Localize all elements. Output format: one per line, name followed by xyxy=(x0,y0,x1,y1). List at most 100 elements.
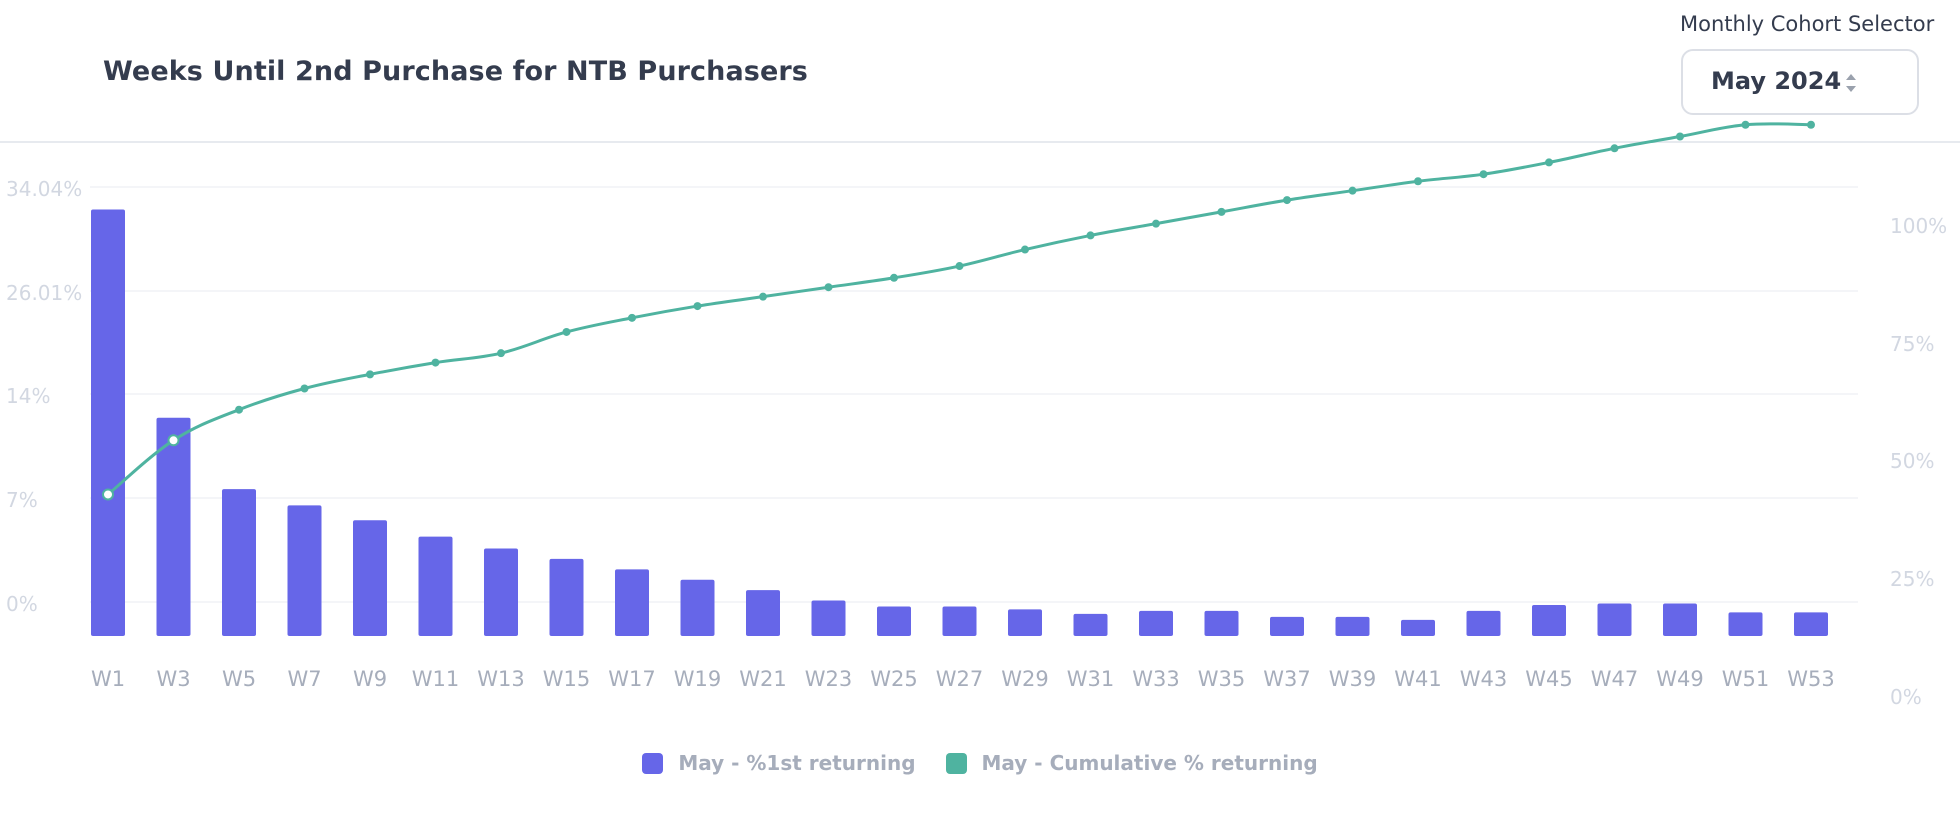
x-axis-tick: W37 xyxy=(1263,667,1311,691)
x-axis-tick: W31 xyxy=(1067,667,1115,691)
x-axis-tick: W1 xyxy=(91,667,125,691)
cumulative-line xyxy=(107,122,1812,496)
line-point xyxy=(366,370,374,379)
bar xyxy=(1008,609,1042,636)
chart-header: Weeks Until 2nd Purchase for NTB Purchas… xyxy=(0,0,1960,143)
x-axis-tick: W53 xyxy=(1787,667,1835,691)
bar xyxy=(91,209,125,636)
line-point xyxy=(693,302,702,311)
bar xyxy=(1401,619,1435,636)
line-point xyxy=(1152,219,1160,228)
bar xyxy=(1663,603,1697,636)
x-axis-tick: W5 xyxy=(222,667,256,691)
bar xyxy=(680,579,715,636)
x-axis-tick: W43 xyxy=(1460,667,1508,691)
cohort-selector[interactable]: May 2024 xyxy=(1681,49,1919,115)
legend-label-bars: May - %1st returning xyxy=(678,751,916,775)
x-axis-tick: W47 xyxy=(1591,667,1639,691)
x-axis-tick: W7 xyxy=(287,667,321,691)
bar xyxy=(615,569,649,636)
line-point xyxy=(1676,132,1684,141)
line-point xyxy=(1545,158,1553,167)
x-axis-tick: W17 xyxy=(608,667,656,691)
x-axis-tick: W3 xyxy=(156,667,190,691)
right-axis-tick: 50% xyxy=(1890,449,1934,473)
x-axis-tick: W13 xyxy=(477,667,525,691)
line-point xyxy=(431,358,440,367)
x-axis-tick: W25 xyxy=(870,667,918,691)
bar xyxy=(549,558,584,636)
line-point xyxy=(955,262,964,271)
line-point xyxy=(1414,177,1422,186)
line-point xyxy=(562,327,571,336)
legend-label-line: May - Cumulative % returning xyxy=(981,751,1318,775)
line-point xyxy=(1283,196,1291,205)
left-axis-tick: 7% xyxy=(6,488,38,512)
line-point xyxy=(1348,186,1357,195)
bar xyxy=(222,489,256,636)
x-axis-tick: W33 xyxy=(1132,667,1180,691)
x-axis-tick: W11 xyxy=(412,667,460,691)
line-point xyxy=(1479,170,1488,179)
bar xyxy=(1728,612,1763,636)
line-point xyxy=(300,384,309,393)
bar xyxy=(1794,612,1828,636)
line-point xyxy=(167,434,180,447)
legend-swatch-bars xyxy=(642,752,664,774)
x-axis-tick: W39 xyxy=(1329,667,1377,691)
left-axis-tick: 0% xyxy=(6,592,38,616)
bar xyxy=(484,548,518,636)
line-point xyxy=(1217,207,1226,216)
right-axis-tick: 0% xyxy=(1890,685,1922,709)
x-axis-tick: W45 xyxy=(1525,667,1573,691)
line-point xyxy=(1610,144,1619,153)
bar xyxy=(1597,603,1632,636)
bar xyxy=(877,606,911,636)
x-axis-tick: W29 xyxy=(1001,667,1049,691)
x-axis-tick: W19 xyxy=(674,667,722,691)
updown-chevron-icon xyxy=(1846,74,1856,92)
x-axis-tick: W21 xyxy=(739,667,787,691)
x-axis-tick: W51 xyxy=(1722,667,1770,691)
bar xyxy=(1204,610,1239,636)
legend-swatch-line xyxy=(945,752,967,774)
line-point xyxy=(759,292,767,301)
bar xyxy=(1270,616,1304,636)
bar xyxy=(353,520,387,636)
legend-item-bars[interactable]: May - %1st returning xyxy=(642,751,916,775)
left-axis-tick: 14% xyxy=(6,384,50,408)
bar xyxy=(418,536,453,636)
line-point xyxy=(497,349,505,358)
bar xyxy=(156,417,191,636)
bar xyxy=(1335,616,1370,636)
bar xyxy=(811,600,846,636)
bar xyxy=(287,505,322,636)
cohort-selector-label: Monthly Cohort Selector xyxy=(1680,12,1935,36)
left-axis-tick: 26.01% xyxy=(6,281,82,305)
left-axis-tick: 34.04% xyxy=(6,177,82,201)
page-title: Weeks Until 2nd Purchase for NTB Purchas… xyxy=(103,56,808,87)
bar xyxy=(1139,610,1173,636)
legend-item-line[interactable]: May - Cumulative % returning xyxy=(945,751,1318,775)
bar xyxy=(746,590,780,636)
right-axis-tick: 25% xyxy=(1890,567,1934,591)
line-point xyxy=(890,273,898,282)
line-point xyxy=(1021,245,1029,254)
x-axis-tick: W23 xyxy=(805,667,853,691)
x-axis-tick: W27 xyxy=(936,667,984,691)
chart-legend: May - %1st returning May - Cumulative % … xyxy=(0,748,1960,778)
line-point xyxy=(235,405,243,414)
bar xyxy=(1073,613,1108,636)
line-point xyxy=(628,313,636,322)
bar xyxy=(1466,610,1501,636)
line-point xyxy=(824,283,833,292)
line-point xyxy=(102,488,114,501)
line-point xyxy=(1807,120,1815,129)
x-axis-tick: W35 xyxy=(1198,667,1246,691)
x-axis-tick: W41 xyxy=(1394,667,1442,691)
x-axis-tick: W9 xyxy=(353,667,387,691)
cohort-selector-value: May 2024 xyxy=(1711,67,1842,95)
right-axis-tick: 100% xyxy=(1890,214,1947,238)
x-axis-tick: W15 xyxy=(543,667,591,691)
